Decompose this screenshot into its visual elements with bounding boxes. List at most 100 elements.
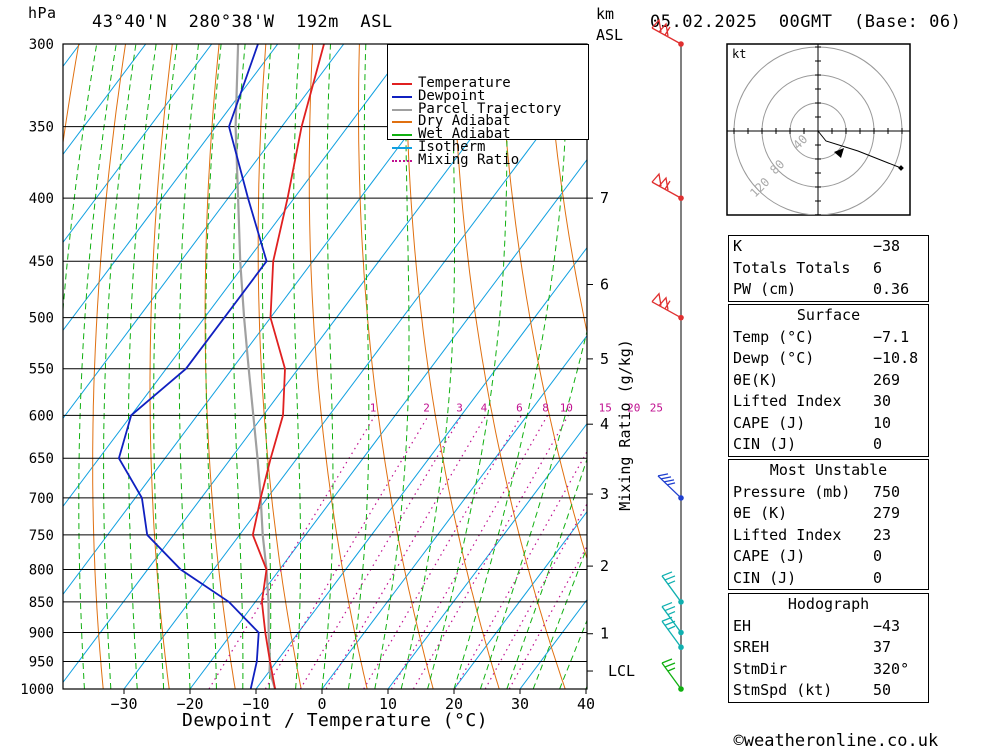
dry-adiabat-line (968, 44, 1000, 689)
index-row: CIN (J)0 (729, 568, 928, 590)
wet-adiabat-line (322, 44, 333, 689)
pressure-tick-label: 700 (29, 491, 54, 507)
mixing-ratio-label: 3 (456, 401, 463, 414)
index-key: Totals Totals (733, 258, 850, 280)
index-row: PW (cm) 0.36 (729, 279, 928, 301)
index-value: 279 (873, 503, 900, 525)
pressure-tick-label: 1000 (20, 682, 54, 698)
pressure-tick-label: 300 (29, 37, 54, 53)
isotherm-line (0, 44, 14, 689)
mixing-ratio-label: 2 (423, 401, 430, 414)
mixing-ratio-line (509, 415, 658, 689)
index-value: −10.8 (873, 348, 918, 370)
legend-item: Mixing Ratio (388, 154, 588, 167)
mixing-ratio-label: 4 (481, 401, 488, 414)
index-key: Dewp (°C) (733, 348, 814, 370)
height-tick-label: 3 (600, 485, 609, 503)
dewpoint-line (119, 44, 267, 689)
x-axis-title: Dewpoint / Temperature (°C) (182, 710, 488, 731)
wet-adiabat-line (79, 44, 116, 689)
hodograph-unit-label: kt (732, 47, 746, 61)
index-row: Totals Totals 6 (729, 258, 928, 280)
index-value: 6 (873, 258, 882, 280)
wind-barb-shaft (652, 294, 681, 318)
wind-barb (652, 294, 684, 321)
wind-barb-shaft (662, 617, 681, 647)
pressure-tick-label: 500 (29, 311, 54, 327)
wind-barb (652, 20, 684, 47)
index-value: 0.36 (873, 279, 909, 301)
mixing-ratio-label: 8 (542, 401, 549, 414)
pressure-tick-label: 400 (29, 191, 54, 207)
temperature-tick-label: −30 (110, 695, 137, 713)
index-key: θE (K) (733, 503, 787, 525)
mixing-ratio-label: 15 (599, 401, 612, 414)
index-value: 10 (873, 413, 891, 435)
height-tick-label: 1 (600, 625, 609, 643)
index-key: StmDir (733, 659, 787, 681)
index-value: 23 (873, 525, 891, 547)
index-key: CAPE (J) (733, 413, 805, 435)
index-row: CIN (J)0 (729, 434, 928, 456)
height-tick-label: 2 (600, 557, 609, 575)
index-key: PW (cm) (733, 279, 796, 301)
legend-swatch (392, 134, 412, 136)
wind-barb (652, 174, 684, 201)
index-value: 750 (873, 482, 900, 504)
mixing-ratio-label: 1 (370, 401, 377, 414)
temperature-tick-label: 30 (511, 695, 529, 713)
index-value: −38 (873, 236, 900, 258)
index-key: Lifted Index (733, 525, 841, 547)
height-tick-label: 5 (600, 350, 609, 368)
mixing-ratio-line (485, 415, 636, 689)
mixing-ratio-line (265, 415, 428, 689)
legend-swatch (392, 147, 412, 149)
copyright-icon: © (733, 731, 743, 751)
wind-barb-shaft (652, 20, 681, 44)
site-link[interactable]: weatheronline.co.uk (744, 731, 938, 751)
index-row: CAPE (J)0 (729, 546, 928, 568)
legend-swatch (392, 160, 412, 162)
legend-swatch (392, 83, 412, 85)
index-key: θE(K) (733, 370, 778, 392)
table-title: Most Unstable (729, 460, 928, 482)
index-value: 0 (873, 568, 882, 590)
pressure-tick-label: 850 (29, 595, 54, 611)
pressure-tick-label: 650 (29, 451, 54, 467)
index-key: CAPE (J) (733, 546, 805, 568)
pressure-tick-label: 800 (29, 562, 54, 578)
pressure-tick-label: 750 (29, 528, 54, 544)
height-tick-label: LCL (608, 662, 635, 680)
wet-adiabat-line (179, 44, 198, 689)
index-key: Temp (°C) (733, 327, 814, 349)
pressure-tick-label: 450 (29, 254, 54, 270)
footer-credit[interactable]: ©weatheronline.co.uk (713, 711, 938, 751)
index-value: −43 (873, 616, 900, 638)
pressure-tick-label: 950 (29, 655, 54, 671)
height-tick-label: 7 (600, 189, 609, 207)
mixing-ratio-line (455, 415, 607, 689)
temperature-tick-label: 40 (577, 695, 595, 713)
legend-label: Mixing Ratio (418, 154, 519, 167)
dry-adiabat-line (258, 44, 301, 689)
dry-adiabat-line (150, 44, 172, 689)
mixing-ratio-axis-title: Mixing Ratio (g/kg) (616, 339, 634, 511)
wind-barb (658, 474, 684, 501)
index-row: Dewp (°C) −10.8 (729, 348, 928, 370)
dry-adiabat-line (93, 44, 126, 689)
index-value: 0 (873, 434, 882, 456)
parcel-trajectory-line (236, 44, 276, 689)
wind-barb-shaft (658, 474, 681, 498)
table-title: Hodograph (729, 594, 928, 616)
index-row: K−38 (729, 236, 928, 258)
index-row: CAPE (J) 10 (729, 413, 928, 435)
legend-swatch (392, 96, 412, 98)
index-key: EH (733, 616, 751, 638)
